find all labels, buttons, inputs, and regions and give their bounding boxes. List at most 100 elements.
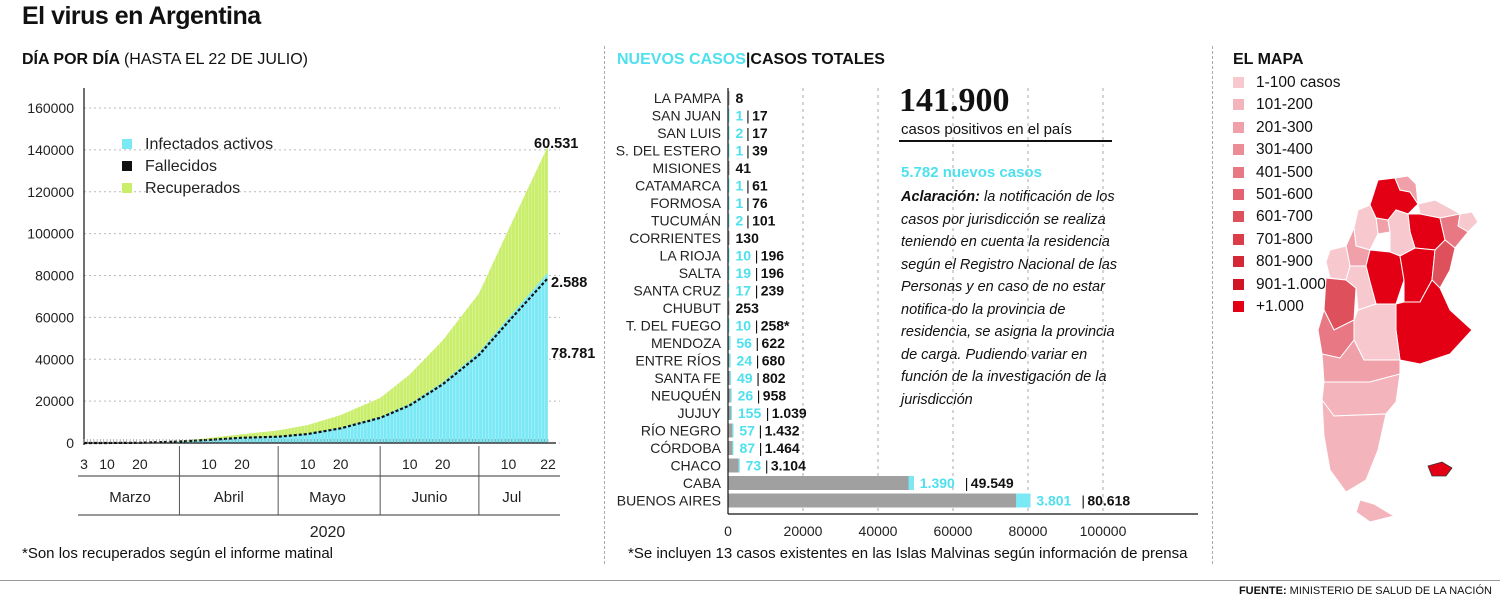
area-day-tick-label: 10: [99, 456, 115, 472]
bar-new-value-label: 56: [736, 335, 752, 351]
bar-label-separator: |: [746, 143, 750, 159]
area-month-label: Marzo: [109, 489, 151, 506]
bar-category-label: BUENOS AIRES: [617, 493, 721, 509]
map-legend-swatch: [1233, 278, 1244, 290]
bar-category-label: NEUQUÉN: [651, 388, 721, 404]
left-title-bold: DÍA POR DÍA: [22, 51, 120, 68]
map-legend-swatch: [1233, 99, 1244, 111]
bar-total-value-label: 49.549: [971, 475, 1014, 491]
bar-new-cases: [730, 388, 732, 403]
area-day-tick-label: 3: [80, 456, 88, 472]
bar-category-label: S. DEL ESTERO: [616, 143, 721, 159]
bar-category-label: CORRIENTES: [629, 230, 721, 246]
bar-total-value-label: 258*: [761, 318, 790, 334]
area-legend-label: Recuperados: [145, 180, 240, 197]
bar-total-value-label: 680: [762, 353, 786, 369]
map-legend-label: 701-800: [1256, 230, 1313, 248]
bar-total-value-label: 61: [752, 178, 768, 194]
bar-new-value-label: 57: [739, 423, 755, 439]
bar-category-label: SALTA: [679, 265, 722, 281]
map-legend-label: 501-600: [1256, 186, 1313, 203]
bar-new-value-label: 26: [738, 388, 754, 404]
area-day-tick-label: 20: [333, 456, 349, 472]
area-ytick-label: 100000: [27, 226, 74, 242]
bar-label-separator: |: [746, 195, 750, 211]
area-ytick-label: 120000: [27, 184, 74, 200]
bar-category-label: LA PAMPA: [654, 90, 722, 106]
stat-underline: [899, 140, 1112, 142]
bar-chart-axis: 0 20000 40000 60000 80000 100000: [724, 88, 1198, 539]
area-chart-legend: Infectados activos Fallecidos Recuperados: [122, 136, 273, 197]
map-malvinas: [1427, 461, 1453, 477]
bar-total-cases: [728, 91, 730, 105]
middle-footnote: *Se incluyen 13 casos existentes en las …: [628, 545, 1188, 562]
bar-total-value-label: 17: [752, 108, 768, 124]
bar-total-value-label: 80.618: [1087, 493, 1130, 509]
bar-label-separator: |: [746, 213, 750, 229]
area-chart-layers: [83, 145, 549, 445]
map-legend-swatch: [1233, 211, 1244, 223]
bar-xtick-label: 100000: [1080, 523, 1127, 539]
bar-total-value-label: 1.039: [772, 405, 807, 421]
deaths-line: [83, 277, 549, 445]
bar-total-cases: [728, 353, 731, 368]
bar-total-value-label: 101: [752, 213, 776, 229]
deaths-total-label: 2.588: [551, 275, 587, 291]
area-legend-label: Fallecidos: [145, 158, 217, 175]
bar-xtick-label: 80000: [1009, 523, 1048, 539]
bar-new-cases: [728, 248, 730, 263]
bar-total-cases: [728, 371, 732, 385]
bar-label-separator: |: [756, 335, 760, 351]
map-legend-swatch: [1233, 166, 1244, 178]
bar-category-label: CABA: [683, 475, 722, 491]
area-x-axis-year: 2020: [310, 524, 346, 541]
bar-total-cases: [728, 423, 734, 438]
area-day-tick-label: 10: [501, 456, 517, 472]
bar-new-value-label: 10: [736, 248, 752, 264]
bar-new-value-label: 1: [736, 108, 744, 124]
bar-new-value-label: 1.390: [920, 475, 955, 491]
map-legend-label: 801-900: [1256, 253, 1313, 271]
map-legend-label: 201-300: [1256, 118, 1313, 136]
bar-xtick-label: 0: [724, 523, 732, 539]
bar-total-value-label: 802: [762, 370, 786, 386]
bar-new-cases: [738, 458, 740, 473]
new-cases-total: 5.782 nuevos casos: [901, 164, 1042, 181]
bar-new-value-label: 1: [736, 143, 744, 159]
area-ytick-label: 0: [66, 435, 74, 451]
total-cases-value: 141.900: [899, 82, 1010, 119]
bar-new-cases: [1016, 493, 1031, 508]
bar-category-label: SANTA CRUZ: [633, 283, 721, 299]
bar-new-cases: [728, 143, 730, 158]
bar-category-label: LA RIOJA: [660, 248, 722, 264]
area-chart: 0 20000 40000 60000 80000 100000 120000 140000 1…: [27, 88, 595, 541]
area-month-label: Junio: [412, 489, 448, 506]
area-day-tick-label: 20: [435, 456, 451, 472]
map-legend-label: 301-400: [1256, 141, 1313, 159]
bar-label-separator: |: [965, 475, 969, 491]
bar-chart-grid: [802, 88, 1104, 512]
area-chart-annotations: 60.531 2.588 78.781: [534, 136, 595, 362]
bar-label-separator: |: [755, 318, 759, 334]
bar-new-cases: [908, 476, 914, 490]
bar-new-cases: [728, 213, 730, 228]
bar-total-value-label: 41: [736, 160, 752, 176]
map-title: EL MAPA: [1233, 51, 1304, 68]
separator-left: [604, 46, 605, 564]
middle-title-sep: |: [745, 51, 751, 68]
bar-total-value-label: 1.432: [765, 423, 800, 439]
source-credit: FUENTE: MINISTERIO DE SALUD DE LA NACIÓN: [1239, 585, 1492, 597]
left-chart-title: DÍA POR DÍA (HASTA EL 22 DE JULIO): [22, 51, 308, 69]
area-chart-ticks: 3 10 20 10 20 10 20 10 20 10 22 Marzo Abril Mayo Junio…: [80, 456, 556, 541]
area-ytick-label: 80000: [35, 268, 74, 284]
map-legend-swatch: [1233, 256, 1244, 268]
map-legend-swatch: [1233, 121, 1244, 133]
bar-new-value-label: 2: [736, 125, 744, 141]
bar-xtick-label: 60000: [934, 523, 973, 539]
source-text: MINISTERIO DE SALUD DE LA NACIÓN: [1289, 585, 1492, 597]
bar-label-separator: |: [756, 353, 760, 369]
area-legend-swatch: [122, 183, 132, 193]
bar-label-separator: |: [746, 108, 750, 124]
bar-new-value-label: 1: [736, 178, 744, 194]
